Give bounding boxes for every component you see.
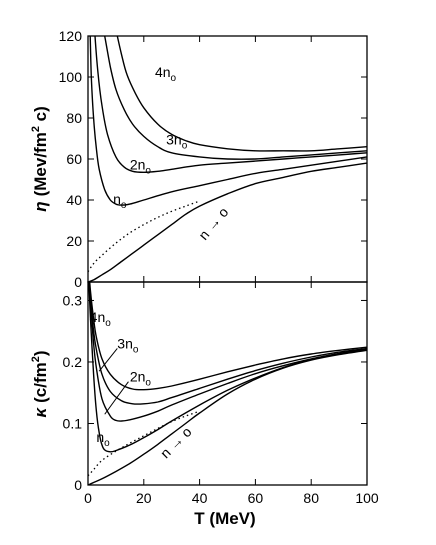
curve-label: no	[96, 429, 110, 449]
viscosity-y-tick-label: 120	[59, 28, 83, 44]
viscosity-y-tick-label: 40	[66, 192, 82, 208]
x-tick-label: 100	[355, 490, 379, 506]
viscosity-y-axis-title: η(Mev/fm2 c)	[30, 106, 50, 212]
viscosity-series	[88, 36, 367, 282]
curve-label: 4no	[90, 309, 112, 329]
x-tick-label: 20	[136, 490, 152, 506]
viscosity-curve-dotted	[88, 200, 200, 273]
x-tick-label: 80	[303, 490, 319, 506]
conductivity-x-ticks: 0 20 40 60 80 100	[84, 282, 379, 506]
curve-label: 3no	[166, 132, 188, 152]
conductivity-curve-n0	[88, 282, 367, 453]
curve-label: n → o	[157, 423, 195, 461]
conductivity-y-tick-label: 0	[74, 477, 82, 493]
viscosity-y-tick-label: 80	[66, 110, 82, 126]
viscosity-y-ticks: 0 20 40 60 80 100 120	[59, 28, 368, 290]
curve-label: 2no	[130, 369, 152, 389]
conductivity-y-tick-label: 0.2	[63, 354, 83, 370]
conductivity-curve-4n0	[89, 282, 367, 391]
conductivity-curve-2n0	[88, 282, 367, 422]
x-tick-label: 60	[248, 490, 264, 506]
conductivity-curve-dotted	[88, 410, 200, 477]
x-tick-label: 40	[192, 490, 208, 506]
viscosity-curve-n0	[88, 162, 367, 282]
curve-label: n → o	[195, 204, 231, 243]
viscosity-y-tick-label: 100	[59, 69, 83, 85]
annotation-leader-line	[98, 348, 118, 372]
conductivity-curve-3n0	[88, 282, 367, 405]
viscosity-curve-3n0	[104, 36, 367, 160]
curve-label: 3no	[117, 335, 139, 355]
curve-label: 2no	[130, 156, 152, 176]
conductivity-y-tick-label: 0.3	[63, 292, 83, 308]
conductivity-curve-n0	[88, 349, 367, 485]
curve-label: no	[113, 191, 127, 211]
curve-label: 4no	[155, 64, 177, 84]
viscosity-y-tick-label: 0	[74, 274, 82, 290]
conductivity-y-ticks: 0 0.1 0.2 0.3	[63, 292, 367, 493]
viscosity-curve-4n0	[116, 36, 367, 152]
viscosity-curve-2n0	[94, 36, 367, 174]
conductivity-plot-frame	[87, 281, 368, 486]
conductivity-y-tick-label: 0.1	[63, 415, 83, 431]
viscosity-curve-n0	[89, 36, 367, 206]
x-axis-title: T (MeV)	[194, 509, 255, 528]
conductivity-y-axis-title: κ(c/fm2)	[30, 350, 50, 417]
viscosity-y-tick-label: 20	[66, 233, 82, 249]
viscosity-y-tick-label: 60	[66, 151, 82, 167]
conductivity-series	[88, 282, 367, 485]
x-tick-label: 0	[84, 490, 92, 506]
